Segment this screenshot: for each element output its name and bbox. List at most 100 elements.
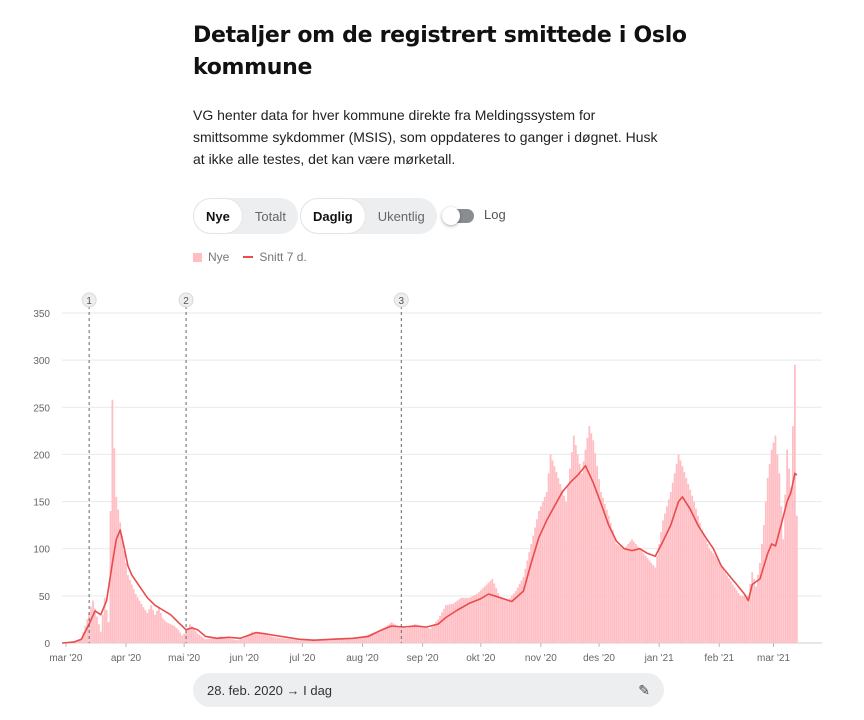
bar [384,626,387,643]
bar [485,584,488,643]
bar [757,574,759,643]
x-tick-label: nov '20 [525,653,557,664]
bar [512,593,515,643]
bar [572,435,575,643]
bar [563,495,566,643]
bar [398,626,401,643]
log-switch[interactable] [442,207,474,225]
bar [592,440,595,643]
legend-line-swatch [243,256,254,258]
bar [625,546,628,643]
bar [518,584,521,643]
bar [86,619,89,643]
option-totalt[interactable]: Totalt [254,208,286,224]
bar [551,460,554,643]
bar [654,567,657,643]
bar [318,639,321,643]
x-tick-label: okt '20 [466,653,496,664]
metric-toggle: Nye Totalt [193,198,298,234]
event-marker-label: 3 [399,296,405,307]
bar [270,636,273,643]
bar [80,638,83,643]
bar [697,515,699,643]
bar [348,638,350,643]
bar [532,535,535,643]
bar [737,593,740,643]
bar [619,546,622,643]
bar [476,593,478,643]
x-tick-label: jan '21 [644,653,675,664]
y-tick-label: 150 [33,498,50,509]
bar [274,637,277,643]
bar [196,633,199,643]
date-range-bar[interactable]: 28. feb. 2020 → I dag ✎ [193,673,664,707]
bar [695,508,697,643]
bar [375,631,377,643]
bar [260,634,263,643]
bar [642,553,645,643]
bar [726,575,728,643]
bar [524,568,527,643]
bar [123,550,125,643]
bar [679,460,682,643]
bar [615,544,618,643]
bar [722,568,725,643]
bar [627,544,630,643]
bar [198,634,201,643]
bar [237,639,240,643]
bar [235,640,238,643]
option-ukentlig[interactable]: Ukentlig [377,208,425,224]
bar [782,539,785,643]
bar [720,565,723,643]
option-nye[interactable]: Nye [193,198,243,234]
bar [192,628,195,643]
option-daglig[interactable]: Daglig [300,198,366,234]
bar [349,638,352,643]
bar [481,588,484,643]
bar [165,622,168,643]
bar [392,623,395,643]
bar [580,473,583,643]
bar [759,562,761,643]
bar [764,501,767,643]
bar [379,629,381,643]
bar [487,582,490,643]
bar [357,637,360,643]
bar [161,618,164,643]
bar [342,638,345,643]
bar [328,640,331,643]
bar [367,634,370,643]
bar [526,560,529,643]
bar [413,624,416,643]
bar [351,638,354,643]
bar [208,638,211,643]
bar [491,578,494,643]
bar [704,539,707,643]
event-marker-badge [81,292,97,308]
pencil-icon[interactable]: ✎ [638,681,650,698]
bar [276,637,279,643]
bar [134,593,137,643]
bar [571,452,573,643]
bar [762,525,765,643]
bar [495,588,498,643]
bar [412,625,414,643]
bar [363,635,366,643]
bar [594,453,597,643]
bar [96,616,98,643]
bar [148,609,151,643]
bar [344,639,346,643]
bar [528,552,531,643]
bar [287,638,290,643]
bar [258,633,261,643]
bar [683,472,686,643]
bar [497,593,500,643]
bar [268,635,271,643]
bar [415,624,418,643]
bar [218,636,220,643]
bar [673,473,676,643]
bar [644,555,647,643]
bar [450,603,453,643]
bar [671,482,674,643]
bar [793,364,796,643]
